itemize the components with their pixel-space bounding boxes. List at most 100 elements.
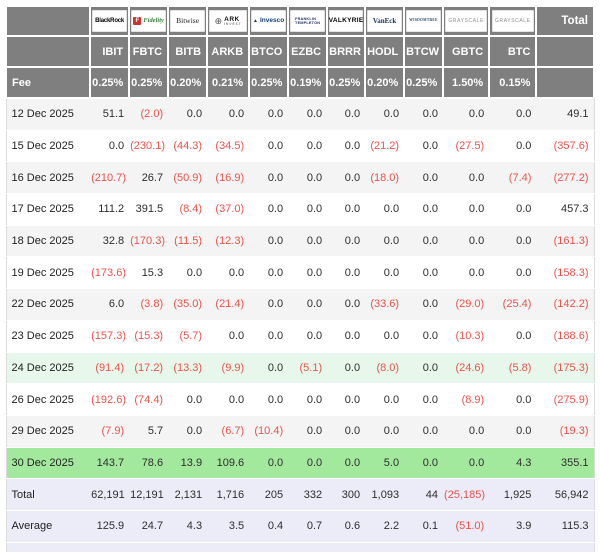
ticker-bitb: BITB bbox=[167, 35, 209, 68]
value-cell: (12.3) bbox=[207, 225, 250, 258]
total-column-header: Total bbox=[535, 5, 595, 37]
blackrock-logo: BlackRock bbox=[92, 10, 128, 32]
value-cell: 0.0 bbox=[404, 383, 444, 416]
value-cell: 0.0 bbox=[168, 256, 208, 290]
provider-name: Fidelity bbox=[143, 16, 164, 24]
value-cell: 0.0 bbox=[249, 256, 289, 290]
franklin-logo: FRANKLIN TEMPLETON bbox=[290, 10, 326, 32]
value-cell: 0.0 bbox=[288, 161, 328, 195]
value-cell: 3.5 bbox=[207, 510, 250, 543]
provider-name: VanEck bbox=[372, 16, 397, 25]
value-cell: (10.3) bbox=[443, 320, 490, 353]
provider-cell: WISDOMTREE bbox=[403, 5, 445, 37]
value-cell: 15.3 bbox=[129, 256, 169, 290]
value-cell: 63.4 bbox=[249, 542, 289, 552]
grayscale-logo: GRAYSCALE bbox=[491, 10, 535, 32]
row-label: 23 Dec 2025 bbox=[6, 320, 91, 353]
value-cell: 300 bbox=[327, 478, 366, 511]
value-cell: 0.0 bbox=[404, 193, 444, 226]
provider-cell: VALKYRIE bbox=[326, 5, 367, 37]
row-total-cell: (19.3) bbox=[536, 415, 594, 448]
value-cell: 0.0 bbox=[168, 383, 208, 416]
vaneck-logo: VanEck bbox=[367, 10, 402, 32]
provider-cell: GRAYSCALE bbox=[442, 5, 491, 37]
value-cell: (34.5) bbox=[207, 130, 250, 163]
bitwise-logo: Bitwise bbox=[170, 10, 206, 32]
value-cell: 2.2 bbox=[365, 510, 405, 543]
value-cell: (74.4) bbox=[129, 383, 169, 416]
value-cell: 0.0 bbox=[489, 256, 537, 290]
flow-row: 26 Dec 2025 (192.6) (74.4) 0.0 0.0 0.0 0.0 0.0 0… bbox=[6, 383, 594, 416]
value-cell: (51.0) bbox=[443, 510, 490, 543]
value-cell: 109.6 bbox=[207, 447, 250, 480]
value-cell: 0.0 bbox=[207, 320, 250, 353]
value-cell: 0.0 bbox=[327, 98, 366, 131]
row-label: 22 Dec 2025 bbox=[6, 288, 91, 321]
provider-name: GRAYSCALE bbox=[495, 17, 531, 24]
value-cell: 0.0 bbox=[404, 352, 444, 385]
summary-row: Maximum1,119.9473.4237.9268.763.460.943.… bbox=[6, 542, 594, 552]
value-cell: 78.6 bbox=[129, 447, 169, 480]
value-cell: 0.0 bbox=[365, 320, 405, 353]
value-cell: 111.2 bbox=[90, 193, 130, 226]
value-cell: 0.0 bbox=[288, 256, 328, 290]
row-label: 12 Dec 2025 bbox=[6, 98, 91, 131]
ticker-btc: BTC bbox=[488, 35, 538, 68]
summary-row: Total 62,191 12,191 2,131 1,716 205 332 300 1,09… bbox=[6, 478, 594, 511]
flow-row: 16 Dec 2025 (210.7) 26.7 (50.9) (16.9) 0.0 0.0… bbox=[6, 161, 594, 195]
provider-cell: VanEck bbox=[364, 5, 406, 37]
value-cell: 118.5 bbox=[404, 542, 444, 552]
value-cell: 12,191 bbox=[129, 478, 169, 511]
value-cell: 4.3 bbox=[489, 447, 537, 480]
value-cell: 5.7 bbox=[129, 415, 169, 448]
value-cell: (2.0) bbox=[129, 98, 169, 131]
provider-name: WISDOMTREE bbox=[409, 18, 438, 23]
value-cell: 0.0 bbox=[207, 256, 250, 290]
ticker-total-blank bbox=[535, 35, 595, 68]
fee-cell: 0.15% bbox=[488, 66, 538, 99]
flow-row: 24 Dec 2025 (91.4) (17.2) (13.3) (9.9) 0.0 (5.… bbox=[6, 352, 594, 385]
value-cell: 3.9 bbox=[489, 510, 537, 543]
provider-name: Invesco bbox=[260, 16, 285, 24]
value-cell: (7.9) bbox=[90, 415, 130, 448]
value-cell: 0.0 bbox=[288, 193, 328, 226]
ticker-hodl: HODL bbox=[364, 35, 406, 68]
provider-cell: FRANKLIN TEMPLETON bbox=[287, 5, 329, 37]
value-cell: 0.0 bbox=[249, 352, 289, 385]
value-cell: 125.9 bbox=[90, 510, 130, 543]
value-cell: 0.0 bbox=[443, 225, 490, 258]
value-cell: 0.4 bbox=[249, 510, 289, 543]
provider-name: GRAYSCALE bbox=[448, 17, 484, 24]
row-label: Maximum bbox=[6, 542, 91, 552]
ticker-blank-cell bbox=[4, 35, 92, 68]
value-cell: 0.0 bbox=[168, 415, 208, 448]
value-cell: 0.0 bbox=[288, 288, 328, 321]
value-cell: 0.0 bbox=[327, 130, 366, 163]
value-cell: 0.0 bbox=[288, 225, 328, 258]
value-cell: (18.0) bbox=[365, 161, 405, 195]
value-cell: (35.0) bbox=[168, 288, 208, 321]
provider-cell: Bitwise bbox=[167, 5, 209, 37]
ticker-row: IBIT FBTC BITB ARKB BTCO EZBC BRRR HODL BTCW GBTC… bbox=[4, 35, 595, 68]
row-label: 29 Dec 2025 bbox=[6, 415, 91, 448]
value-cell: (5.7) bbox=[168, 320, 208, 353]
value-cell: 0.0 bbox=[365, 193, 405, 226]
row-total-cell: 56,942 bbox=[536, 478, 594, 511]
value-cell: 0.0 bbox=[288, 447, 328, 480]
flow-row: 23 Dec 2025 (157.3) (15.3) (5.7) 0.0 0.0 0.0 0.… bbox=[6, 320, 594, 353]
value-cell: 0.0 bbox=[327, 225, 366, 258]
value-cell: 0.0 bbox=[288, 320, 328, 353]
provider-name: ARK bbox=[224, 15, 240, 23]
fidelity-logo: F Fidelity bbox=[131, 10, 167, 32]
value-cell: 0.1 bbox=[404, 510, 444, 543]
value-cell: (13.3) bbox=[168, 352, 208, 385]
ark-logo: ⊕ ARK INVEST bbox=[209, 10, 247, 32]
value-cell: 0.0 bbox=[90, 130, 130, 163]
value-cell: (8.9) bbox=[443, 383, 490, 416]
value-cell: (91.4) bbox=[90, 352, 130, 385]
provider-logo-row: BlackRock F Fidelity Bitwise ⊕ ARK INVEST ▲ Inve… bbox=[4, 5, 595, 37]
value-cell: 0.0 bbox=[489, 415, 537, 448]
value-cell: 0.0 bbox=[404, 288, 444, 321]
flow-row: 17 Dec 2025 111.2 391.5 (8.4) (37.0) 0.0 0.0 0.… bbox=[6, 193, 594, 226]
value-cell: (6.7) bbox=[207, 415, 250, 448]
